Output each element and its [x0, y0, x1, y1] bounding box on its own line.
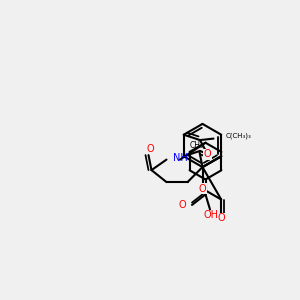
- Text: O: O: [178, 200, 186, 210]
- Text: O: O: [199, 184, 206, 194]
- Text: O: O: [218, 213, 225, 224]
- Text: CH₃: CH₃: [190, 141, 204, 150]
- Text: C(CH₃)₃: C(CH₃)₃: [226, 133, 252, 140]
- Text: NH: NH: [173, 153, 188, 163]
- Text: OH: OH: [204, 211, 219, 220]
- Text: O: O: [204, 149, 212, 159]
- Text: O: O: [146, 143, 154, 154]
